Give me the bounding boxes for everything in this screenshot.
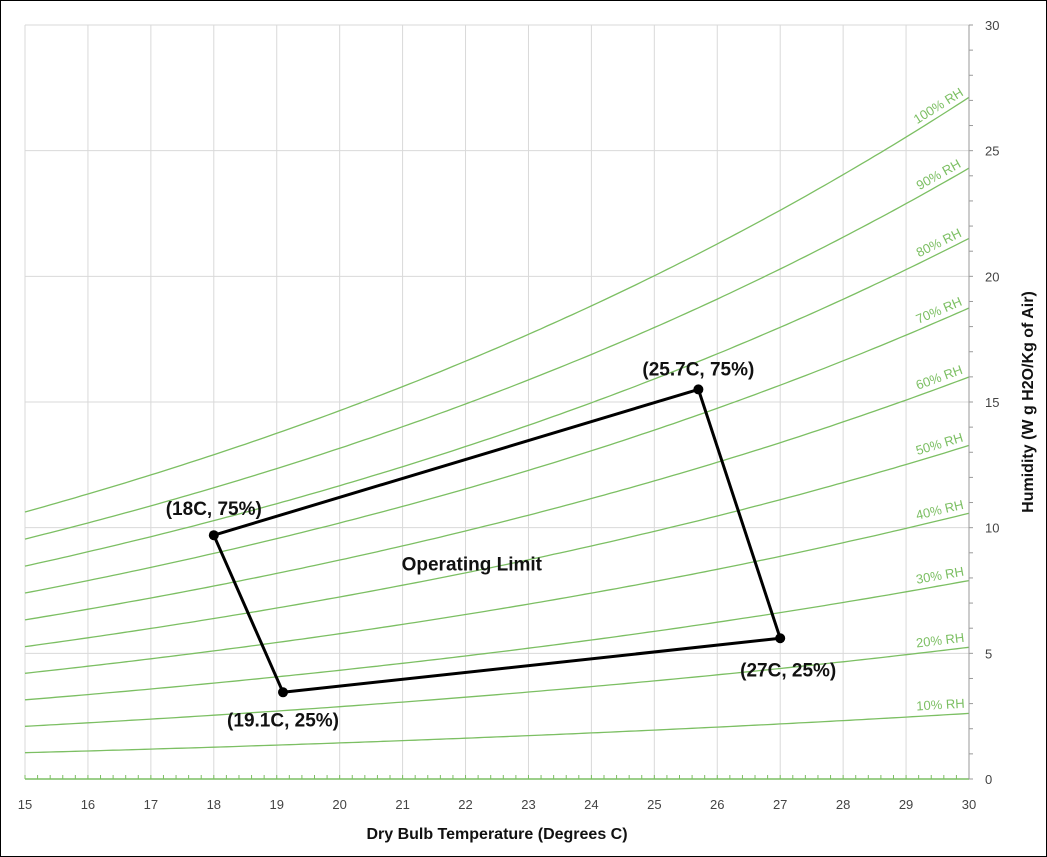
operating-point-label: (25.7C, 75%)	[642, 359, 754, 380]
grid	[24, 24, 970, 780]
rh-curve-label: 80% RH	[914, 225, 964, 260]
axes: 15 16 17 18 19 20 21 22 23 24 25 26 27 28 29 30 0 5 10 15 20…	[18, 18, 1000, 812]
operating-point-label: (19.1C, 25%)	[227, 710, 339, 731]
rh-curve-label: 90% RH	[914, 156, 964, 193]
x-tick-label: 29	[899, 797, 913, 812]
x-tick-label: 21	[395, 797, 409, 812]
x-tick-label: 16	[81, 797, 95, 812]
operating-limit-point	[775, 633, 786, 644]
x-tick-label: 23	[521, 797, 535, 812]
operating-limit-label: Operating Limit	[402, 554, 543, 575]
x-tick-label: 24	[584, 797, 598, 812]
operating-limit-point	[693, 384, 704, 395]
x-tick-label: 28	[836, 797, 850, 812]
rh-curve	[24, 579, 970, 701]
rh-curves	[24, 96, 970, 754]
x-axis-title: Dry Bulb Temperature (Degrees C)	[366, 826, 627, 843]
operating-region	[208, 384, 786, 698]
rh-curve-label: 50% RH	[914, 430, 965, 458]
x-tick-label: 19	[269, 797, 283, 812]
x-tick-label: 26	[710, 797, 724, 812]
y-tick-label: 30	[985, 18, 999, 33]
y-tick-label: 10	[985, 521, 999, 536]
rh-curve	[24, 512, 970, 674]
operating-limit-polygon	[212, 387, 782, 694]
operating-point-label: (27C, 25%)	[740, 660, 836, 681]
x-tick-label: 30	[962, 797, 976, 812]
rh-curve-label: 20% RH	[915, 630, 965, 651]
x-tick-label: 15	[18, 797, 32, 812]
y-tick-label: 0	[985, 772, 992, 787]
rh-curve-label: 30% RH	[915, 564, 965, 587]
operating-point-label: (18C, 75%)	[166, 499, 262, 520]
x-tick-label: 25	[647, 797, 661, 812]
rh-curve-label: 40% RH	[914, 497, 965, 523]
x-tick-label: 20	[332, 797, 346, 812]
rh-curve-label: 100% RH	[911, 85, 966, 127]
rh-curve	[24, 167, 970, 540]
x-tick-label: 18	[207, 797, 221, 812]
rh-curve	[24, 444, 970, 648]
rh-curve	[24, 307, 970, 594]
rh-curve	[24, 646, 970, 727]
operating-limit-point	[278, 687, 289, 698]
y-tick-label: 25	[985, 144, 999, 159]
x-tick-label: 22	[458, 797, 472, 812]
y-tick-label: 15	[985, 395, 999, 410]
rh-curve	[24, 376, 970, 621]
x-tick-label: 17	[144, 797, 158, 812]
rh-curve	[24, 96, 970, 513]
y-tick-label: 5	[985, 646, 992, 661]
x-tick-label: 27	[773, 797, 787, 812]
rh-curve	[24, 237, 970, 567]
rh-curve-label: 10% RH	[916, 696, 965, 714]
y-tick-label: 20	[985, 269, 999, 284]
y-axis-title: Humidity (W g H2O/Kg of Air)	[1020, 291, 1037, 513]
rh-curve	[24, 712, 970, 754]
operating-limit-point	[208, 530, 219, 541]
